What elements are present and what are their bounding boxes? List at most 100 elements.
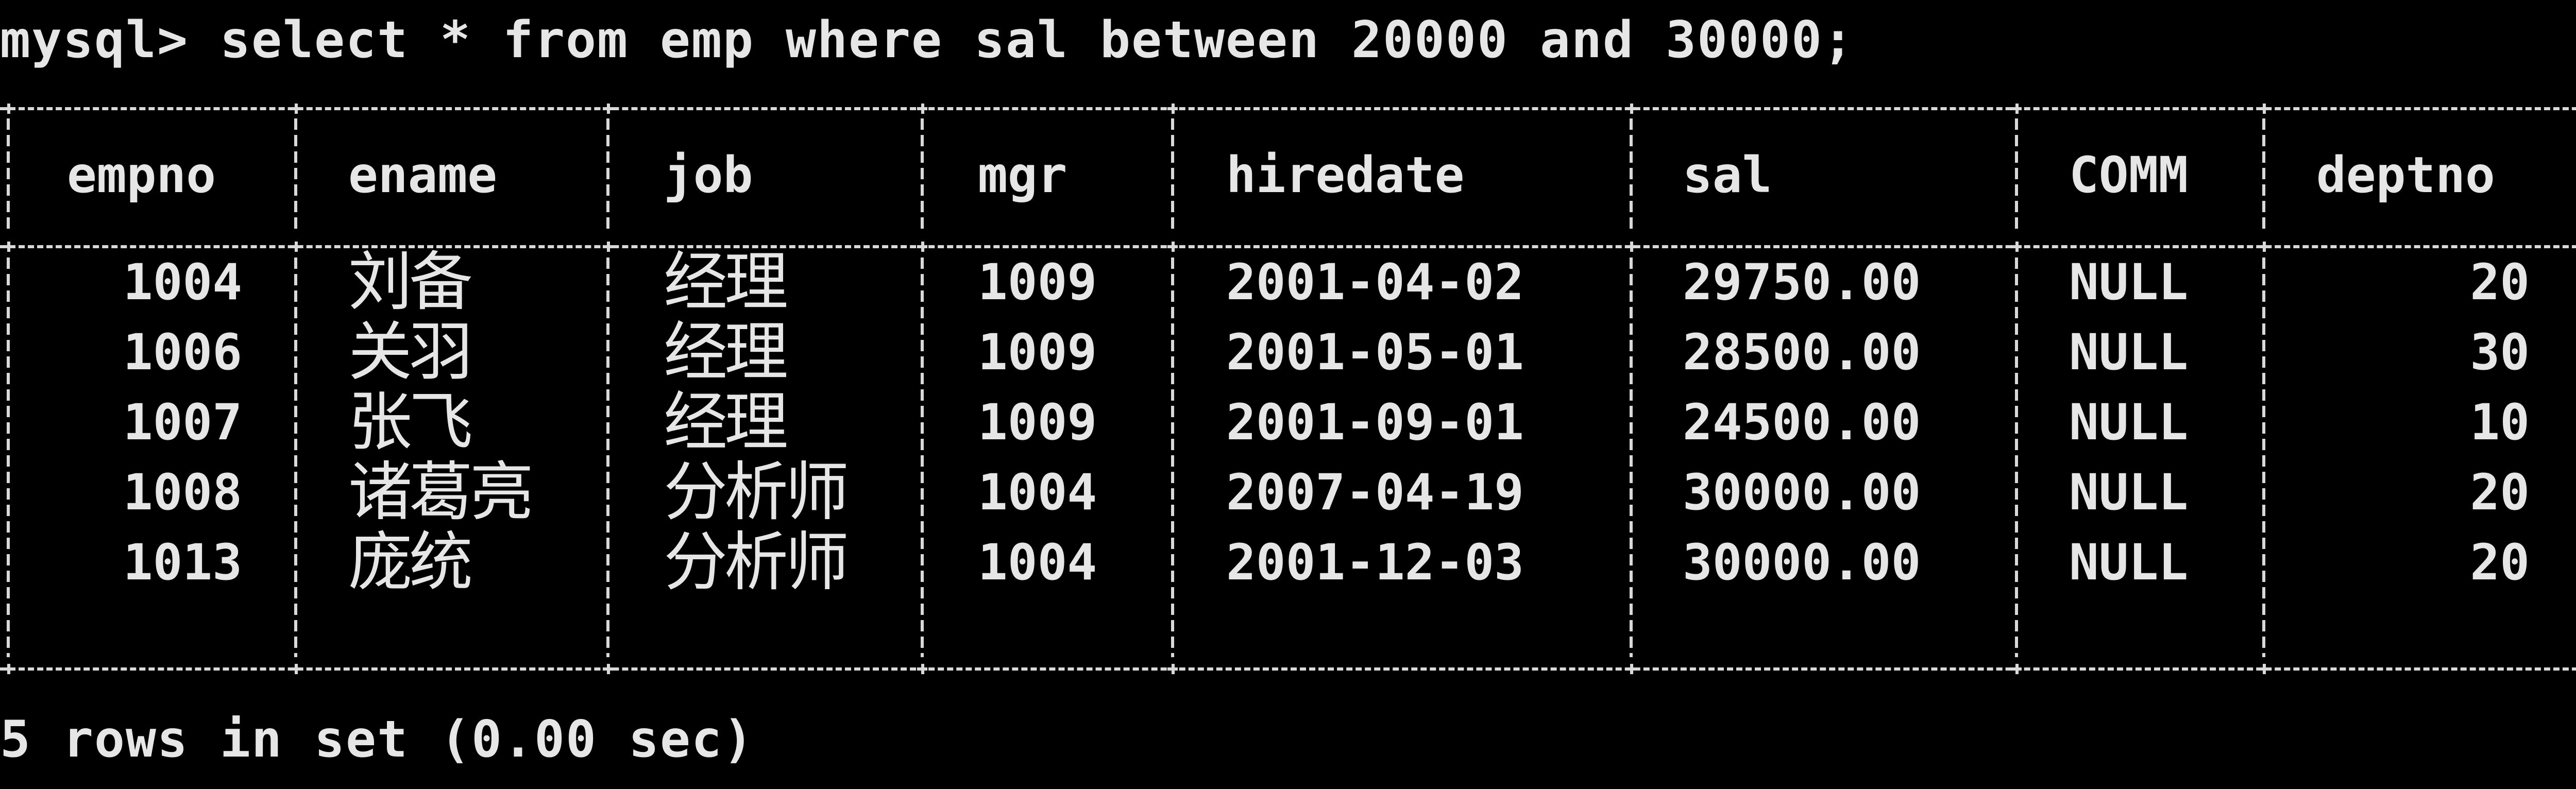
column-header-comm: COMM xyxy=(2069,146,2189,204)
cell-ename: 刘备 xyxy=(348,245,473,319)
table-corner xyxy=(917,664,927,674)
cell-mgr: 1009 xyxy=(978,393,1097,451)
table-corner xyxy=(603,664,613,674)
cell-mgr: 1009 xyxy=(978,253,1097,311)
column-separator xyxy=(1630,118,1633,232)
column-separator xyxy=(606,258,609,657)
table-corner xyxy=(291,242,301,252)
table-corner xyxy=(2259,242,2269,252)
column-separator xyxy=(1171,258,1174,657)
table-corner xyxy=(2259,104,2269,114)
cell-deptno: 20 xyxy=(2470,253,2530,311)
column-header-sal: sal xyxy=(1683,146,1772,204)
table-row: 1004 刘备 经理 1009 2001-04-02 29750.00 NULL… xyxy=(0,247,2576,317)
cell-ename: 张飞 xyxy=(348,385,473,459)
cell-comm: NULL xyxy=(2069,253,2189,311)
column-separator xyxy=(1630,258,1633,657)
table-corner xyxy=(917,104,927,114)
column-header-hiredate: hiredate xyxy=(1226,146,1465,204)
cell-job: 经理 xyxy=(664,385,788,459)
cell-empno: 1007 xyxy=(123,393,242,451)
cell-job: 经理 xyxy=(664,315,788,389)
table-corner xyxy=(1167,104,1178,114)
cell-mgr: 1009 xyxy=(978,323,1097,381)
table-corner xyxy=(2011,104,2022,114)
cell-hiredate: 2007-04-19 xyxy=(1226,464,1524,521)
cell-mgr: 1004 xyxy=(978,464,1097,521)
column-separator xyxy=(2262,258,2265,657)
cell-job: 经理 xyxy=(664,245,788,319)
column-separator xyxy=(7,118,10,232)
cell-job: 分析师 xyxy=(664,525,849,599)
column-header-deptno: deptno xyxy=(2316,146,2495,204)
column-separator xyxy=(294,118,297,232)
table-corner xyxy=(917,242,927,252)
cell-job: 分析师 xyxy=(664,455,849,529)
table-row: 1013 庞统 分析师 1004 2001-12-03 30000.00 NUL… xyxy=(0,527,2576,597)
command-line: mysql> select * from emp where sal betwe… xyxy=(0,11,1855,70)
result-summary: 5 rows in set (0.00 sec) xyxy=(0,710,755,769)
cell-comm: NULL xyxy=(2069,323,2189,381)
table-row: 1008 诸葛亮 分析师 1004 2007-04-19 30000.00 NU… xyxy=(0,457,2576,527)
table-corner xyxy=(3,664,13,674)
table-corner xyxy=(603,242,613,252)
table-corner xyxy=(1626,664,1636,674)
column-header-mgr: mgr xyxy=(978,146,1067,204)
table-corner xyxy=(3,242,13,252)
column-separator xyxy=(2015,118,2018,232)
table-header-row: empno ename job mgr hiredate sal COMM de… xyxy=(0,140,2576,210)
cell-mgr: 1004 xyxy=(978,534,1097,591)
cell-empno: 1013 xyxy=(123,534,242,591)
column-separator xyxy=(921,258,924,657)
cell-comm: NULL xyxy=(2069,393,2189,451)
table-corner xyxy=(291,664,301,674)
cell-comm: NULL xyxy=(2069,464,2189,521)
cell-hiredate: 2001-09-01 xyxy=(1226,393,1524,451)
cell-sal: 30000.00 xyxy=(1683,464,1921,521)
table-corner xyxy=(1167,242,1178,252)
column-header-empno: empno xyxy=(67,146,216,204)
table-row: 1006 关羽 经理 1009 2001-05-01 28500.00 NULL… xyxy=(0,317,2576,387)
cell-deptno: 20 xyxy=(2470,464,2530,521)
cell-empno: 1006 xyxy=(123,323,242,381)
cell-ename: 庞统 xyxy=(348,525,473,599)
table-border-top xyxy=(0,107,2576,110)
cell-ename: 诸葛亮 xyxy=(348,455,534,529)
column-separator xyxy=(606,118,609,232)
table-corner xyxy=(291,104,301,114)
cell-hiredate: 2001-05-01 xyxy=(1226,323,1524,381)
column-separator xyxy=(2015,258,2018,657)
table-corner xyxy=(2011,664,2022,674)
cell-sal: 29750.00 xyxy=(1683,253,1921,311)
table-corner xyxy=(603,104,613,114)
table-corner xyxy=(1626,242,1636,252)
cell-empno: 1008 xyxy=(123,464,242,521)
table-corner xyxy=(1167,664,1178,674)
column-separator xyxy=(1171,118,1174,232)
column-header-ename: ename xyxy=(348,146,497,204)
table-border-header xyxy=(0,245,2576,248)
cell-hiredate: 2001-12-03 xyxy=(1226,534,1524,591)
table-corner xyxy=(1626,104,1636,114)
cell-ename: 关羽 xyxy=(348,315,473,389)
cell-hiredate: 2001-04-02 xyxy=(1226,253,1524,311)
cell-comm: NULL xyxy=(2069,534,2189,591)
cell-deptno: 10 xyxy=(2470,393,2530,451)
cell-deptno: 30 xyxy=(2470,323,2530,381)
column-separator xyxy=(7,258,10,657)
table-corner xyxy=(2259,664,2269,674)
column-separator xyxy=(921,118,924,232)
table-corner xyxy=(3,104,13,114)
cell-empno: 1004 xyxy=(123,253,242,311)
column-separator xyxy=(294,258,297,657)
cell-deptno: 20 xyxy=(2470,534,2530,591)
cell-sal: 28500.00 xyxy=(1683,323,1921,381)
table-border-bottom xyxy=(0,667,2576,671)
cell-sal: 30000.00 xyxy=(1683,534,1921,591)
cell-sal: 24500.00 xyxy=(1683,393,1921,451)
table-corner xyxy=(2011,242,2022,252)
column-header-job: job xyxy=(664,146,753,204)
column-separator xyxy=(2262,118,2265,232)
table-row: 1007 张飞 经理 1009 2001-09-01 24500.00 NULL… xyxy=(0,387,2576,457)
